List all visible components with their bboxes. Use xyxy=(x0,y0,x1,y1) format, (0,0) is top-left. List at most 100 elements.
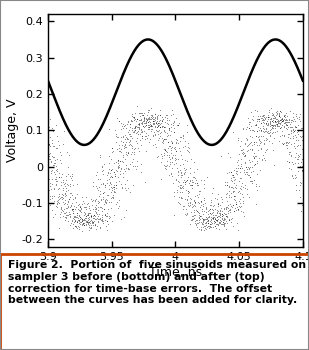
Point xyxy=(66,187,71,193)
Point xyxy=(148,136,153,142)
Point xyxy=(141,123,146,128)
Point xyxy=(93,216,98,222)
Point xyxy=(135,117,140,122)
Point xyxy=(73,217,78,223)
Point xyxy=(181,135,186,141)
Point xyxy=(293,113,298,118)
Point xyxy=(53,182,58,187)
Point xyxy=(53,167,58,173)
Point xyxy=(227,192,232,198)
Point xyxy=(246,166,251,171)
Point xyxy=(231,177,236,183)
Point xyxy=(223,226,228,232)
Point xyxy=(115,166,120,171)
Point xyxy=(294,174,299,180)
Point xyxy=(155,125,160,130)
Point xyxy=(240,194,245,199)
Point xyxy=(261,112,266,118)
Point xyxy=(77,219,82,224)
Point xyxy=(240,147,245,153)
Point xyxy=(88,225,93,231)
Point xyxy=(286,166,291,171)
Point xyxy=(112,212,117,218)
Point xyxy=(57,194,62,199)
Point xyxy=(58,182,63,187)
Point xyxy=(171,145,176,150)
Point xyxy=(269,115,273,121)
Point xyxy=(253,153,258,159)
Point xyxy=(278,125,283,131)
Point xyxy=(151,116,156,121)
Point xyxy=(205,217,210,223)
Point xyxy=(107,176,112,182)
Point xyxy=(96,216,101,222)
Point xyxy=(158,107,163,113)
Point xyxy=(196,191,201,196)
Point xyxy=(192,199,197,204)
Point xyxy=(229,204,234,210)
Point xyxy=(91,215,96,221)
Point xyxy=(236,158,241,163)
Point xyxy=(189,216,194,222)
Point xyxy=(170,165,175,171)
Point xyxy=(170,139,175,145)
Point xyxy=(106,160,111,166)
Point xyxy=(163,120,168,125)
Point xyxy=(159,120,163,126)
Point xyxy=(269,126,273,132)
Point xyxy=(67,214,72,220)
Point xyxy=(139,135,144,141)
Point xyxy=(144,119,149,125)
Point xyxy=(167,125,172,131)
Point xyxy=(90,206,95,212)
Point xyxy=(114,199,119,205)
Point xyxy=(98,204,103,210)
Point xyxy=(235,207,240,213)
Point xyxy=(179,134,184,140)
Point xyxy=(108,180,112,186)
Point xyxy=(188,196,193,202)
Point xyxy=(281,142,286,147)
Point xyxy=(155,113,160,119)
Point xyxy=(256,117,261,122)
Point xyxy=(50,125,55,131)
Point xyxy=(188,165,193,170)
Point xyxy=(84,219,89,225)
Point xyxy=(182,182,187,187)
Point xyxy=(261,125,266,131)
Point xyxy=(172,161,177,166)
Point xyxy=(185,140,190,145)
Point xyxy=(61,185,66,190)
Point xyxy=(269,105,273,111)
Point xyxy=(224,198,229,204)
Point xyxy=(115,157,120,162)
Point xyxy=(214,225,218,230)
Point xyxy=(249,169,254,174)
Point xyxy=(100,212,105,217)
Point xyxy=(207,221,212,226)
Point xyxy=(50,194,55,199)
Point xyxy=(214,196,219,202)
Point xyxy=(212,212,217,218)
Point xyxy=(272,135,277,141)
Point xyxy=(273,119,278,125)
Point xyxy=(63,183,68,189)
Point xyxy=(147,126,152,132)
Point xyxy=(186,148,191,154)
Point xyxy=(196,195,201,200)
Point xyxy=(58,174,63,180)
Point xyxy=(81,220,86,226)
Point xyxy=(193,212,197,218)
Point xyxy=(237,185,242,190)
Point xyxy=(134,116,139,122)
Point xyxy=(122,185,127,191)
Point xyxy=(294,124,299,130)
Point xyxy=(162,150,167,156)
Point xyxy=(99,163,104,169)
Point xyxy=(159,151,163,157)
Point xyxy=(218,208,223,213)
Point xyxy=(200,217,205,222)
Point xyxy=(273,123,278,128)
Point xyxy=(99,168,104,174)
Point xyxy=(212,218,217,223)
